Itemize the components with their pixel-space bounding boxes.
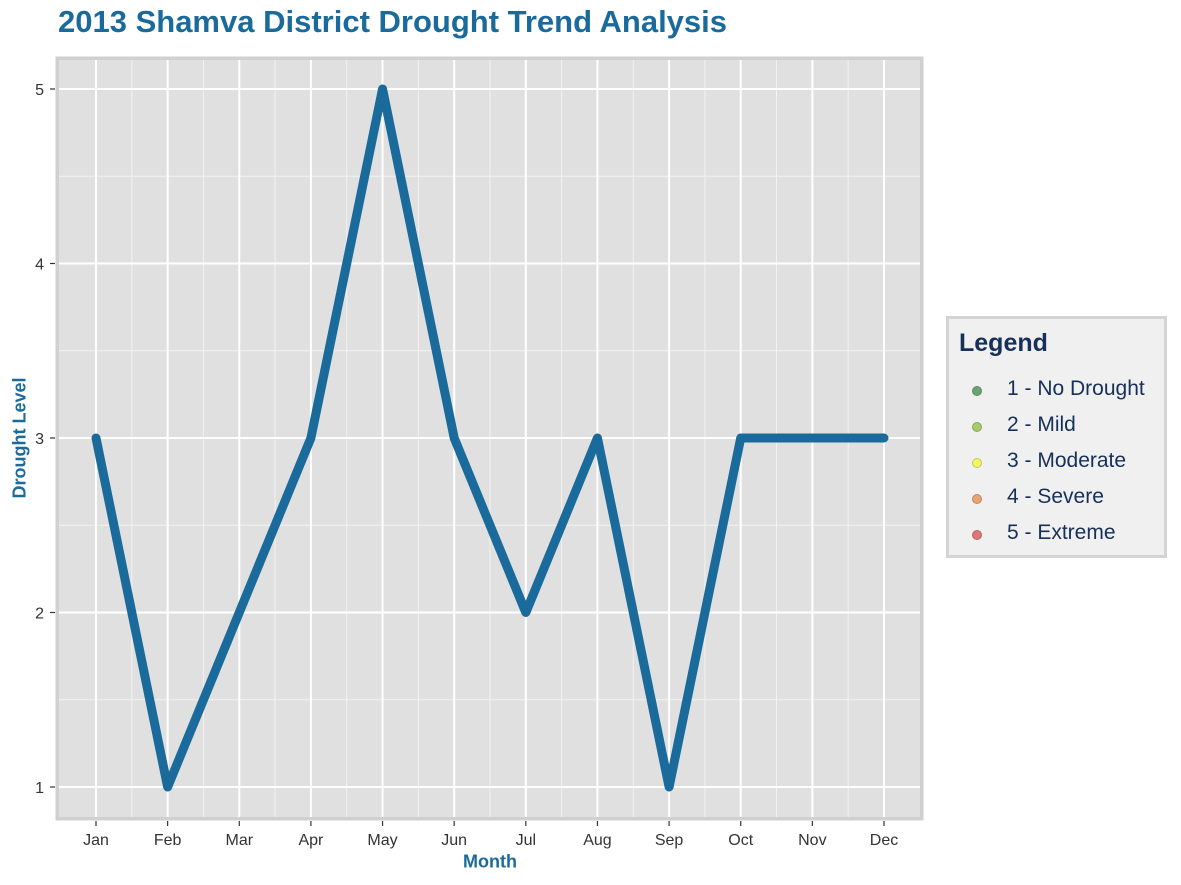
legend-marker-icon [972,386,982,396]
x-tick-label: May [367,832,397,849]
x-tick-label: Sep [655,832,684,849]
x-tick-label: Apr [298,832,324,849]
data-point [237,611,241,614]
x-tick-label: Oct [728,832,753,849]
legend-marker-icon [972,494,982,504]
data-point [810,436,814,440]
data-point [882,436,886,440]
data-point [381,87,385,91]
y-tick-label: 2 [35,606,44,623]
y-tick-label: 1 [35,780,44,797]
data-point [309,436,313,440]
legend-item-severe: 4 - Severe [949,485,1164,521]
x-tick-label: Dec [870,832,898,849]
legend-marker-icon [972,530,982,540]
legend: Legend 1 - No Drought 2 - Mild 3 - Moder… [946,316,1167,558]
legend-item-extreme: 5 - Extreme [949,521,1164,557]
legend-label: 4 - Severe [1007,485,1104,508]
data-point [595,436,599,440]
legend-marker-icon [972,458,982,468]
series-layer [91,84,889,792]
data-point [524,611,528,614]
chart-title: 2013 Shamva District Drought Trend Analy… [58,4,728,39]
legend-label: 2 - Mild [1007,413,1076,436]
x-tick-label: Jun [441,832,467,849]
x-axis-label: Month [463,851,517,872]
y-tick-label: 3 [35,431,44,448]
data-point [739,436,743,440]
x-tick-label: Jul [516,832,536,849]
x-tick-label: Feb [154,832,182,849]
legend-label: 1 - No Drought [1007,377,1145,400]
legend-item-moderate: 3 - Moderate [949,449,1164,485]
series-line [91,84,889,792]
legend-label: 3 - Moderate [1007,449,1127,472]
legend-marker-icon [972,422,982,432]
x-tick-label: Mar [225,832,253,849]
x-tick-label: Nov [798,832,826,849]
data-point [452,436,456,440]
data-point [94,436,98,440]
y-tick-label: 4 [35,257,44,274]
x-tick-label: Jan [83,832,109,849]
legend-item-no-drought: 1 - No Drought [949,377,1164,413]
data-point [667,785,671,789]
legend-label: 5 - Extreme [1007,521,1116,544]
axis-ticks: Jan Feb Mar Apr May Jun Jul Aug Sep Oct Nov Dec 1 2 3 4… [35,82,898,849]
x-tick-label: Aug [583,832,611,849]
data-point [166,785,170,789]
y-tick-label: 5 [35,82,44,99]
legend-item-mild: 2 - Mild [949,413,1164,449]
legend-title: Legend [959,329,1048,357]
y-axis-label: Drought Level [9,377,30,499]
